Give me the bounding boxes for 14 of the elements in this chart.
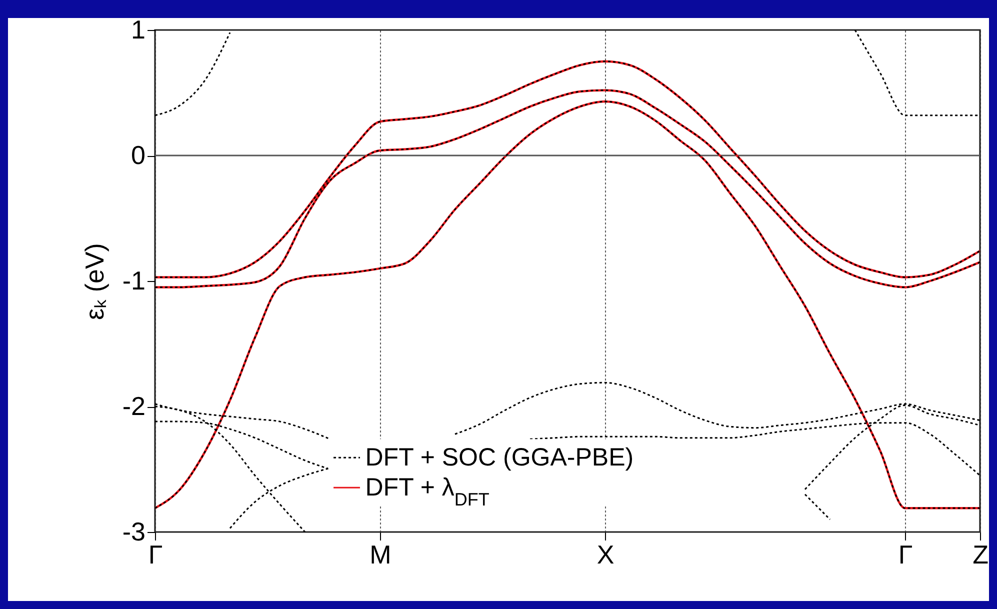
x-tick-label: M <box>370 540 392 570</box>
y-tick-label: -3 <box>122 516 146 546</box>
x-tick-label: Γ <box>148 540 163 570</box>
y-tick-label: 1 <box>131 14 146 44</box>
y-tick-label: -2 <box>122 391 146 421</box>
y-tick-label: 0 <box>131 140 146 170</box>
line-series <box>155 32 231 116</box>
y-axis-title: εₖ (eV) <box>79 243 110 320</box>
y-tick-label: -1 <box>122 266 146 296</box>
legend-label: DFT + SOC (GGA-PBE) <box>365 444 634 472</box>
x-tick-label: Γ <box>898 540 913 570</box>
x-tick-label: X <box>596 540 614 570</box>
x-tick-label: Z <box>972 540 989 570</box>
legend-label: DFT + λ$_{DFT}$ <box>365 474 490 510</box>
